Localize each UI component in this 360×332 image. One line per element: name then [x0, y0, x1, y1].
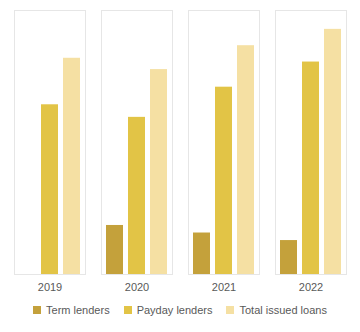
svg-text:2021: 2021: [212, 281, 236, 293]
svg-text:2022: 2022: [299, 281, 323, 293]
html-text:Total issued loans: Total issued loans: [239, 304, 327, 316]
svg-text:2020: 2020: [125, 281, 149, 293]
html-text:Term lenders: Term lenders: [46, 304, 110, 316]
svg-text:2019: 2019: [38, 281, 62, 293]
html-text:Payday lenders: Payday lenders: [136, 304, 213, 316]
